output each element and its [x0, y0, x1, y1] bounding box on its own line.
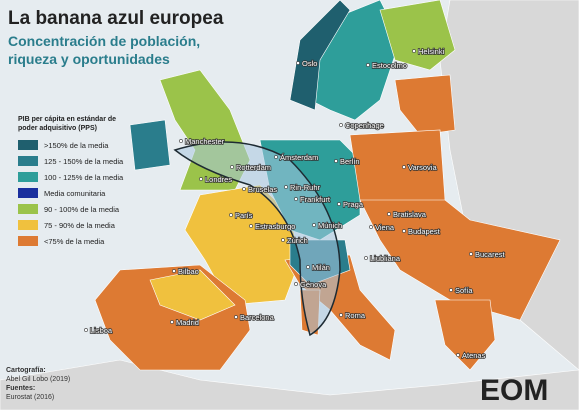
- legend: PIB per cápita en estándar de poder adqu…: [18, 116, 124, 246]
- city-dot: [170, 320, 174, 324]
- city-dot: [369, 225, 373, 229]
- city-label: Berlín: [340, 157, 360, 166]
- legend-title: poder adquisitivo (PPS): [18, 125, 97, 132]
- legend-swatch: [18, 140, 38, 150]
- legend-swatch: [18, 236, 38, 246]
- legend-label: 125 - 150% de la media: [44, 157, 124, 166]
- credit-label: Fuentes:: [6, 385, 35, 392]
- legend-label: >150% de la media: [44, 141, 109, 150]
- city-dot: [294, 282, 298, 286]
- city-dot: [387, 212, 391, 216]
- city-dot: [449, 288, 453, 292]
- city-label: Frankfurt: [300, 195, 331, 204]
- city-dot: [456, 353, 460, 357]
- city-label: Copenhage: [345, 121, 384, 130]
- city-dot: [412, 49, 416, 53]
- city-labels: Helsinki Oslo Estocolmo Copenhage Manchester…: [84, 46, 506, 361]
- title: La banana azul europea: [8, 8, 224, 29]
- legend-title: PIB per cápita en estándar de: [18, 116, 116, 123]
- city-dot: [242, 187, 246, 191]
- city-label: Bruselas: [248, 185, 277, 194]
- city-label: Budapest: [408, 227, 441, 236]
- city-dot: [281, 238, 285, 242]
- credit-label: Cartografía:: [6, 367, 46, 374]
- city-dot: [294, 197, 298, 201]
- city-dot: [402, 165, 406, 169]
- city-dot: [84, 328, 88, 332]
- legend-label: 90 - 100% de la media: [44, 205, 120, 214]
- city-label: París: [235, 211, 253, 220]
- city-label: Sofía: [455, 286, 473, 295]
- city-dot: [296, 61, 300, 65]
- legend-swatch: [18, 172, 38, 182]
- city-dot: [469, 252, 473, 256]
- city-label: Rin-Ruhr: [290, 183, 321, 192]
- credit: Eurostat (2016): [6, 394, 54, 401]
- city-dot: [366, 63, 370, 67]
- city-label: Bilbao: [178, 267, 199, 276]
- city-dot: [172, 269, 176, 273]
- city-label: Zúrich: [287, 236, 308, 245]
- legend-label: 75 - 90% de la media: [44, 221, 116, 230]
- city-dot: [402, 229, 406, 233]
- city-label: Roma: [345, 311, 366, 320]
- city-dot: [284, 185, 288, 189]
- city-dot: [364, 256, 368, 260]
- city-label: Múnich: [318, 221, 342, 230]
- legend-label: Media comunitaria: [44, 189, 106, 198]
- legend-swatch: [18, 188, 38, 198]
- city-dot: [339, 123, 343, 127]
- city-label: Bucarest: [475, 250, 506, 259]
- city-label: Praga: [343, 200, 364, 209]
- city-label: Estocolmo: [372, 61, 407, 70]
- city-dot: [230, 165, 234, 169]
- city-label: Génova: [300, 280, 327, 289]
- subtitle: riqueza y oportunidades: [8, 51, 170, 67]
- city-dot: [229, 213, 233, 217]
- legend-label: <75% de la media: [44, 237, 105, 246]
- city-dot: [339, 313, 343, 317]
- city-dot: [179, 139, 183, 143]
- legend-swatch: [18, 220, 38, 230]
- subtitle: Concentración de población,: [8, 33, 200, 49]
- city-label: Manchester: [185, 137, 225, 146]
- city-label: Milán: [312, 263, 330, 272]
- city-label: Liubliana: [370, 254, 401, 263]
- city-label: Londres: [205, 175, 232, 184]
- city-label: Oslo: [302, 59, 317, 68]
- legend-swatch: [18, 204, 38, 214]
- city-dot: [274, 155, 278, 159]
- city-label: Varsovia: [408, 163, 437, 172]
- city-dot: [337, 202, 341, 206]
- city-dot: [306, 265, 310, 269]
- city-label: Madrid: [176, 318, 199, 327]
- city-label: Estrasburgo: [255, 222, 295, 231]
- legend-swatch: [18, 156, 38, 166]
- city-label: Bratislava: [393, 210, 427, 219]
- city-label: Helsinki: [418, 47, 445, 56]
- city-dot: [234, 315, 238, 319]
- city-label: Barcelona: [240, 313, 275, 322]
- city-label: Atenas: [462, 351, 486, 360]
- city-label: Lisboa: [90, 326, 113, 335]
- city-dot: [334, 159, 338, 163]
- banana-region: [173, 141, 341, 337]
- logo: EOM: [480, 374, 548, 407]
- legend-label: 100 - 125% de la media: [44, 173, 124, 182]
- city-label: Ámsterdam: [280, 153, 318, 162]
- city-label: Viena: [375, 223, 395, 232]
- city-label: Rotterdam: [236, 163, 271, 172]
- city-dot: [312, 223, 316, 227]
- credit: Abel Gil Lobo (2019): [6, 376, 70, 383]
- city-dot: [199, 177, 203, 181]
- city-dot: [249, 224, 253, 228]
